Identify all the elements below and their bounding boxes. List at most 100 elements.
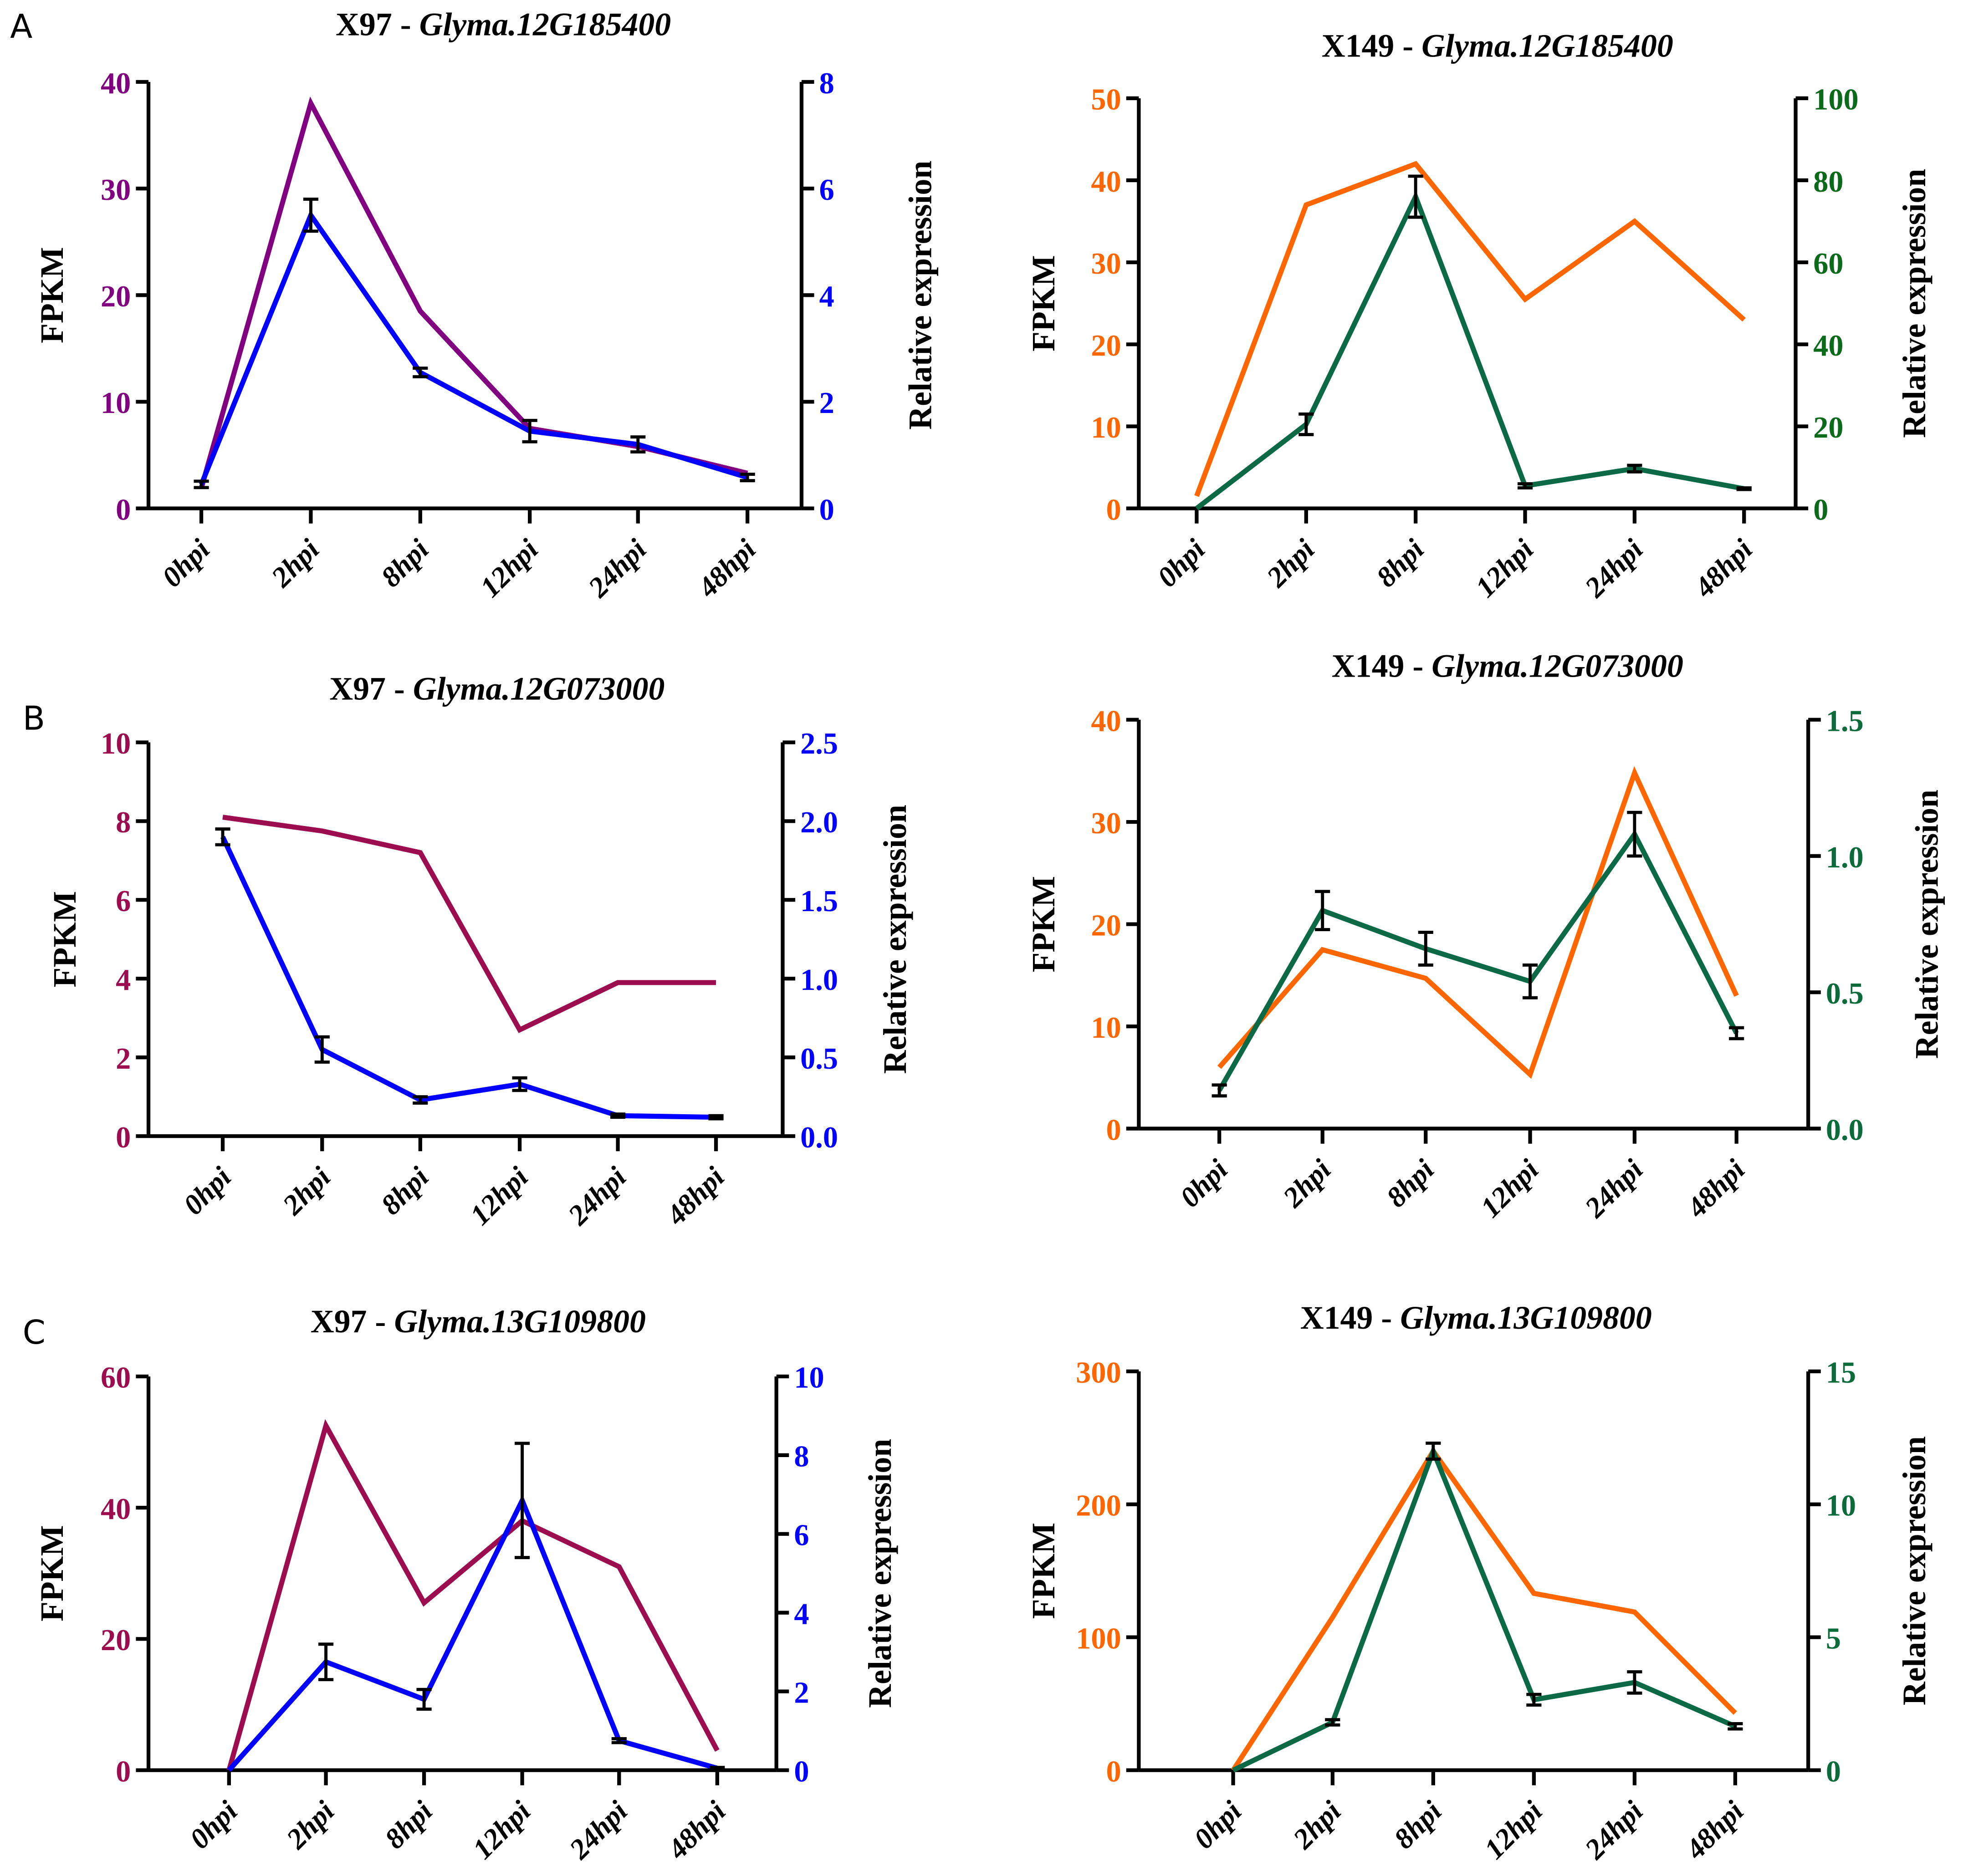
x-tick-label: 2hpi <box>265 533 326 594</box>
left-tick-label: 20 <box>1091 909 1121 942</box>
x-tick-label: 0hpi <box>1187 1794 1248 1855</box>
x-tick-label: 24hpi <box>582 533 653 604</box>
right-tick-label: 1.5 <box>1826 705 1864 738</box>
series-line-left <box>1194 161 1746 497</box>
left-tick-label: 30 <box>1091 247 1121 280</box>
x-tick-label: 8hpi <box>374 533 435 593</box>
x-tick-label: 12hpi <box>464 1161 534 1231</box>
right-tick-label: 0.0 <box>1826 1113 1864 1147</box>
left-tick-label: 0 <box>1106 493 1121 526</box>
chart-panel: X149 - Glyma.12G185400 0 10 20 30 40 50 0 20 40 60… <box>1025 28 1932 604</box>
series-line-right <box>199 210 748 485</box>
series-line-left <box>222 815 716 1033</box>
title-gene: Glyma.12G185400 <box>419 6 671 43</box>
title-prefix: X149 - <box>1300 1300 1400 1336</box>
left-tick-label: 6 <box>116 885 131 918</box>
error-bar <box>215 827 230 846</box>
series-line-left <box>1231 1446 1737 1772</box>
left-axis-title: FPKM <box>1025 1523 1062 1619</box>
title-gene: Glyma.12G073000 <box>413 670 665 707</box>
chart-title: X97 - Glyma.12G185400 <box>336 6 671 43</box>
x-tick-label: 48hpi <box>1688 533 1759 604</box>
x-tick-label: 0hpi <box>155 533 216 593</box>
left-tick-label: 10 <box>101 727 131 760</box>
right-axis-title: Relative expression <box>1909 790 1945 1059</box>
x-tick-label: 2hpi <box>276 1161 337 1222</box>
chart-panel: C X97 - Glyma.13G109800 0 20 40 60 0 2 4 6 8 10 0hpi… <box>23 1303 898 1866</box>
error-bar <box>413 367 428 378</box>
left-tick-label: 10 <box>101 387 131 420</box>
left-axis-title: FPKM <box>34 247 70 343</box>
left-tick-label: 40 <box>1091 705 1121 738</box>
error-bar <box>413 1095 428 1105</box>
right-tick-label: 2.0 <box>800 806 838 839</box>
x-tick-label: 8hpi <box>374 1161 435 1221</box>
right-tick-label: 10 <box>794 1361 824 1395</box>
right-tick-label: 0 <box>1826 1755 1841 1788</box>
right-tick-label: 4 <box>819 280 834 313</box>
x-tick-label: 0hpi <box>1174 1153 1234 1213</box>
right-axis-title: Relative expression <box>1896 169 1932 438</box>
x-tick-label: 8hpi <box>1387 1794 1448 1855</box>
right-tick-label: 5 <box>1826 1622 1841 1656</box>
x-tick-label: 0hpi <box>177 1161 237 1221</box>
right-tick-label: 0 <box>1813 493 1828 526</box>
right-tick-label: 0.5 <box>1826 977 1864 1010</box>
x-tick-label: 2hpi <box>280 1794 341 1856</box>
chart-title: X149 - Glyma.12G185400 <box>1322 28 1673 64</box>
right-tick-label: 60 <box>1813 247 1843 280</box>
error-bar <box>740 473 755 483</box>
left-tick-label: 4 <box>116 963 131 997</box>
right-axis-title: Relative expression <box>877 805 913 1074</box>
right-tick-label: 2.5 <box>800 727 838 760</box>
error-bar <box>514 1442 530 1560</box>
left-tick-label: 0 <box>116 493 131 526</box>
right-tick-label: 15 <box>1826 1356 1856 1390</box>
chart-title: X149 - Glyma.13G109800 <box>1300 1300 1652 1336</box>
error-bar <box>610 1112 626 1119</box>
left-axis-title: FPKM <box>34 1525 70 1621</box>
data-point <box>1219 1067 1220 1068</box>
right-tick-label: 0.0 <box>800 1121 838 1154</box>
left-tick-label: 20 <box>1091 329 1121 362</box>
right-tick-label: 80 <box>1813 165 1843 199</box>
chart-panel: A X97 - Glyma.12G185400 0 10 20 30 40 0 2 4 6 8 0hpi… <box>10 6 938 604</box>
title-gene: Glyma.13G109800 <box>1400 1300 1652 1336</box>
left-axis-title: FPKM <box>1025 255 1062 351</box>
left-tick-label: 100 <box>1076 1622 1121 1656</box>
x-tick-label: 48hpi <box>1679 1794 1750 1866</box>
left-tick-label: 40 <box>1091 165 1121 199</box>
chart-title: X97 - Glyma.13G109800 <box>311 1303 646 1340</box>
x-tick-label: 12hpi <box>466 1794 537 1865</box>
chart-title: X97 - Glyma.12G073000 <box>329 670 665 707</box>
error-bar <box>318 1642 334 1682</box>
left-axis-title: FPKM <box>46 891 83 987</box>
error-bar <box>1523 963 1538 999</box>
chart-title: X149 - Glyma.12G073000 <box>1332 648 1683 684</box>
left-tick-label: 50 <box>1091 83 1121 117</box>
x-tick-label: 12hpi <box>474 533 544 603</box>
left-tick-label: 0 <box>116 1121 131 1154</box>
title-gene: Glyma.12G073000 <box>1431 648 1683 684</box>
x-tick-label: 24hpi <box>1578 533 1649 604</box>
right-tick-label: 6 <box>794 1519 809 1552</box>
error-bar <box>710 1766 725 1771</box>
series-line-left <box>1217 766 1739 1079</box>
x-tick-label: 24hpi <box>563 1794 634 1866</box>
left-tick-label: 8 <box>116 806 131 839</box>
left-tick-label: 2 <box>116 1042 131 1076</box>
x-tick-label: 0hpi <box>1151 533 1212 593</box>
data-point <box>420 852 421 853</box>
data-point <box>1322 949 1323 950</box>
right-tick-label: 20 <box>1813 411 1843 444</box>
left-tick-label: 200 <box>1076 1489 1121 1523</box>
x-tick-label: 12hpi <box>1469 533 1539 603</box>
title-gene: Glyma.13G109800 <box>394 1303 646 1340</box>
chart-panel: X149 - Glyma.13G109800 0 100 200 300 0 5 10 15 0h… <box>1025 1300 1932 1866</box>
right-tick-label: 8 <box>794 1440 809 1473</box>
error-bar <box>1325 1718 1340 1727</box>
error-bar <box>630 435 646 454</box>
error-bar <box>1627 1670 1642 1695</box>
right-tick-label: 0 <box>819 493 834 526</box>
left-tick-label: 60 <box>101 1361 131 1395</box>
